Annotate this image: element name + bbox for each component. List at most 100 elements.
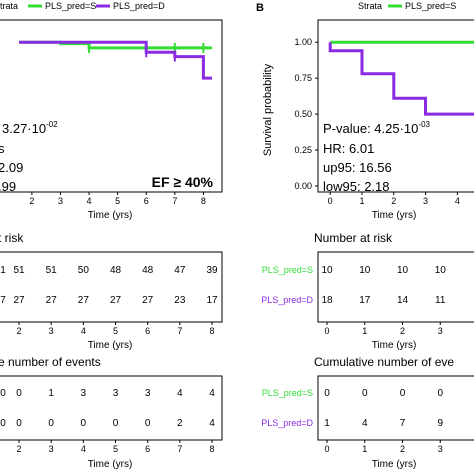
left-survival-frame <box>0 19 223 193</box>
table-cell: 4 <box>209 418 215 429</box>
table-cell: 7 <box>400 418 406 429</box>
table-cell: 48 <box>110 265 122 276</box>
right-legend-label-s: PLS_pred=S <box>405 1 456 11</box>
right-risk-x-axis: 0 1 2 3 <box>324 322 443 336</box>
table-cell: 3 <box>113 388 119 399</box>
y-tick-label: 0.25 <box>294 145 312 155</box>
table-cell: 27 <box>110 295 122 306</box>
right-events-x-axis: 0 1 2 3 <box>324 440 443 454</box>
left-legend-strata-label: trata <box>0 1 18 11</box>
left-survival-x-axis: 2 3 4 5 6 7 8 <box>29 192 206 206</box>
table-row-label-d: PLS_pred=D <box>261 418 313 428</box>
left-survival-xlabel: Time (yrs) <box>88 210 133 221</box>
table-cell: 10 <box>397 265 409 276</box>
table-cell: 27 <box>46 295 58 306</box>
x-tick-label: 2 <box>29 196 34 206</box>
table-cell: 51 <box>13 265 25 276</box>
right-survival-xlabel: Time (yrs) <box>372 210 417 221</box>
x-tick-label: 4 <box>81 326 86 336</box>
x-tick-label: 8 <box>209 326 214 336</box>
left-ef-annotation: EF ≥ 40% <box>152 174 214 190</box>
table-cell: 2 <box>177 418 183 429</box>
x-tick-label: 4 <box>455 196 460 206</box>
right-survival-x-axis: 0 1 2 3 4 <box>328 192 460 206</box>
left-events-x-axis: 12345678 <box>16 440 215 454</box>
right-stat-hr: HR: 6.01 <box>323 141 374 156</box>
x-tick-label: 5 <box>113 444 118 454</box>
y-tick-label: 0.50 <box>294 109 312 119</box>
table-cell: 1 <box>324 418 330 429</box>
table-cell: 0 <box>0 388 6 399</box>
table-cell: 0 <box>16 388 22 399</box>
table-cell: 0 <box>48 418 54 429</box>
table-cell: 1 <box>48 388 54 399</box>
table-cell: 50 <box>78 265 90 276</box>
panel-letter-b: B <box>256 2 264 14</box>
left-risk-title: t risk <box>0 231 24 245</box>
x-tick-label: 6 <box>145 326 150 336</box>
right-stat-low95: low95: 2.18 <box>323 179 390 194</box>
right-events-title: Cumulative number of eve <box>314 355 454 369</box>
x-tick-label: 3 <box>49 444 54 454</box>
x-tick-label: 7 <box>177 444 182 454</box>
x-tick-label: 1 <box>359 196 364 206</box>
left-events-title: e number of events <box>0 355 101 369</box>
table-cell: 0 <box>16 418 22 429</box>
x-tick-label: 6 <box>144 196 149 206</box>
x-tick-label: 0 <box>328 196 333 206</box>
x-tick-label: 3 <box>438 444 443 454</box>
table-cell: 0 <box>324 388 330 399</box>
left-risk-x-axis: 12345678 <box>16 322 215 336</box>
table-cell: 0 <box>437 388 443 399</box>
table-cell: 39 <box>206 265 218 276</box>
table-row-label-d: PLS_pred=D <box>261 295 313 305</box>
y-tick-label: 1.00 <box>294 37 312 47</box>
left-events-xlabel: Time (yrs) <box>88 459 133 470</box>
right-risk-table: 10 10 10 10 18 17 14 11 PLS_pred=S PLS_pred=D <box>261 265 446 306</box>
left-stat-hr: s <box>0 141 5 156</box>
x-tick-label: 2 <box>400 326 405 336</box>
table-cell: 11 <box>435 295 446 306</box>
table-cell: 23 <box>174 295 186 306</box>
table-cell: 0 <box>81 418 87 429</box>
left-risk-table: 1 51 51 50 48 48 47 39 7 27 27 27 27 27 23 17 <box>0 265 218 306</box>
x-tick-label: 8 <box>201 196 206 206</box>
x-tick-label: 2 <box>400 444 405 454</box>
right-events-xlabel: Time (yrs) <box>372 459 417 470</box>
right-stat-up95: up95: 16.56 <box>323 160 392 175</box>
x-tick-label: 0 <box>324 326 329 336</box>
y-tick-label: 0.75 <box>294 73 312 83</box>
left-stat-low95: .99 <box>0 179 16 194</box>
x-tick-label: 7 <box>177 326 182 336</box>
table-cell: 7 <box>0 295 6 306</box>
x-tick-label: 2 <box>16 326 21 336</box>
right-events-frame <box>317 375 474 441</box>
table-cell: 27 <box>78 295 90 306</box>
table-cell: 10 <box>435 265 447 276</box>
x-tick-label: 4 <box>81 444 86 454</box>
x-tick-label: 5 <box>113 326 118 336</box>
right-stat-pvalue: P-value: 4.25·10-03 <box>323 120 431 136</box>
table-cell: 47 <box>174 265 186 276</box>
right-survival-plot <box>328 40 474 116</box>
table-cell: 48 <box>142 265 154 276</box>
table-cell: 18 <box>321 295 333 306</box>
table-cell: 4 <box>362 418 368 429</box>
right-risk-title: Number at risk <box>314 231 393 245</box>
table-cell: 4 <box>209 388 215 399</box>
table-cell: 10 <box>359 265 371 276</box>
left-legend-label-s: PLS_pred=S <box>45 1 96 11</box>
left-risk-frame <box>0 251 223 323</box>
table-cell: 14 <box>397 295 409 306</box>
table-row-label-s: PLS_pred=S <box>262 388 313 398</box>
x-tick-label: 2 <box>16 444 21 454</box>
table-cell: 1 <box>0 265 6 276</box>
right-survival-frame <box>317 19 474 193</box>
left-legend-label-d: PLS_pred=D <box>113 1 165 11</box>
x-tick-label: 7 <box>172 196 177 206</box>
x-tick-label: 3 <box>438 326 443 336</box>
table-cell: 27 <box>142 295 154 306</box>
left-stat-up95: 2.09 <box>0 160 23 175</box>
x-tick-label: 3 <box>58 196 63 206</box>
